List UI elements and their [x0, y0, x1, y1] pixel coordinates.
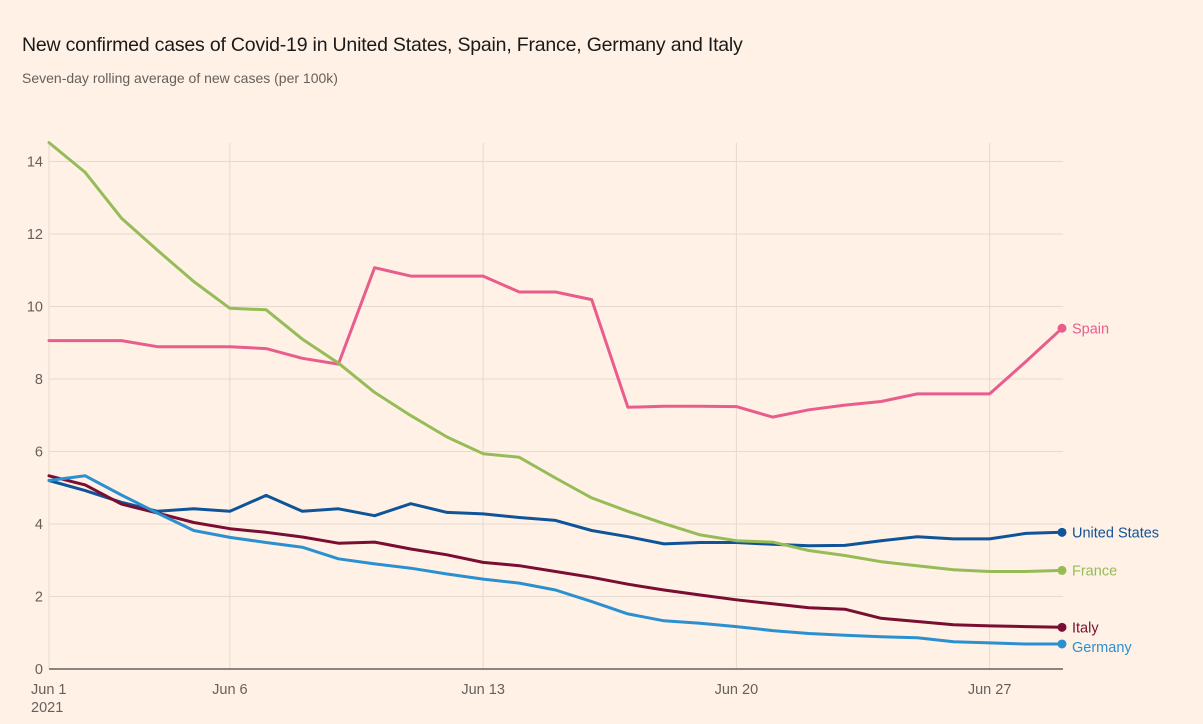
- y-tick-label: 12: [27, 227, 43, 243]
- x-tick-label: Jun 6: [212, 682, 247, 698]
- series-label-france: France: [1072, 563, 1117, 579]
- series-label-germany: Germany: [1072, 640, 1132, 656]
- series-end-marker-germany: [1057, 639, 1067, 649]
- chart-subtitle: Seven-day rolling average of new cases (…: [22, 70, 338, 86]
- y-axis-ticks: 0 2 4 6 8 10 12 14: [27, 155, 43, 679]
- y-tick-label: 10: [27, 300, 43, 316]
- series-end-marker-spain: [1057, 323, 1067, 333]
- series-line-france: [47, 141, 1064, 573]
- grid: [48, 143, 1063, 670]
- x-tick-label: Jun 1: [31, 682, 66, 698]
- y-tick-label: 2: [35, 590, 43, 606]
- series-end-marker-united-states: [1057, 527, 1067, 537]
- y-tick-label: 4: [35, 517, 43, 533]
- x-tick-label: Jun 13: [461, 682, 505, 698]
- x-axis-ticks: Jun 1 2021 Jun 6 Jun 13 Jun 20 Jun 27: [31, 682, 1011, 716]
- y-tick-label: 0: [35, 662, 43, 678]
- x-tick-label: Jun 20: [715, 682, 759, 698]
- y-tick-label: 6: [35, 445, 43, 461]
- x-tick-label: Jun 27: [968, 682, 1012, 698]
- series-label-italy: Italy: [1072, 620, 1099, 636]
- series-line-germany: [47, 474, 1064, 646]
- series-label-united-states: United States: [1072, 525, 1159, 541]
- chart-title: New confirmed cases of Covid-19 in Unite…: [22, 34, 743, 56]
- series-lines: [47, 141, 1064, 646]
- series-end-marker-france: [1057, 565, 1067, 575]
- series-label-spain: Spain: [1072, 321, 1109, 337]
- series-line-united-states: [47, 479, 1064, 548]
- x-tick-sublabel: 2021: [31, 700, 63, 716]
- series-end-marker-italy: [1057, 622, 1067, 632]
- series-line-italy: [47, 474, 1064, 629]
- y-tick-label: 8: [35, 372, 43, 388]
- series-line-spain: [47, 266, 1064, 419]
- y-tick-label: 14: [27, 155, 43, 171]
- series-labels: Spain United States France Italy Germany: [1057, 321, 1159, 656]
